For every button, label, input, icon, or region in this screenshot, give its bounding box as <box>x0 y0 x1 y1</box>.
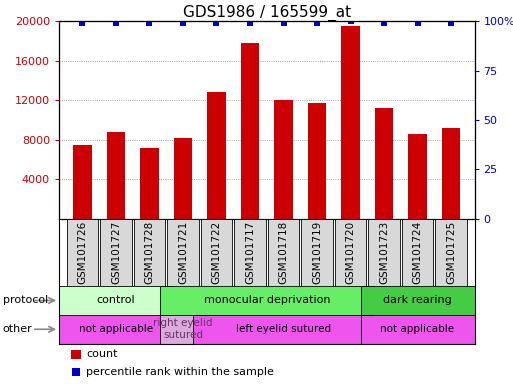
Text: GSM101723: GSM101723 <box>379 221 389 284</box>
Point <box>447 20 455 26</box>
Text: protocol: protocol <box>3 295 48 306</box>
Bar <box>133 219 165 286</box>
Bar <box>167 219 199 286</box>
Bar <box>201 219 232 286</box>
Text: GSM101726: GSM101726 <box>77 221 87 284</box>
Bar <box>59 286 173 315</box>
Point <box>179 20 187 26</box>
Bar <box>402 219 433 286</box>
Bar <box>268 219 300 286</box>
Bar <box>368 219 400 286</box>
Bar <box>408 134 427 219</box>
Text: GSM101720: GSM101720 <box>346 221 356 284</box>
Bar <box>375 108 393 219</box>
Bar <box>361 315 475 344</box>
Text: not applicable: not applicable <box>79 324 153 334</box>
Bar <box>334 219 366 286</box>
Text: GSM101717: GSM101717 <box>245 221 255 284</box>
Bar <box>341 26 360 219</box>
Bar <box>174 138 192 219</box>
Point <box>346 18 354 24</box>
Bar <box>207 92 226 219</box>
Text: left eyelid sutured: left eyelid sutured <box>236 324 331 334</box>
Point <box>145 20 153 26</box>
Text: GSM101725: GSM101725 <box>446 221 456 284</box>
Point <box>212 20 221 26</box>
Text: percentile rank within the sample: percentile rank within the sample <box>86 366 274 377</box>
Text: count: count <box>86 349 117 359</box>
Bar <box>193 315 374 344</box>
Bar <box>73 145 92 219</box>
Bar <box>241 43 259 219</box>
Bar <box>100 219 132 286</box>
Point <box>313 20 321 26</box>
Text: not applicable: not applicable <box>381 324 455 334</box>
Text: right eyelid
sutured: right eyelid sutured <box>153 318 213 340</box>
Bar <box>71 350 81 359</box>
Text: monocular deprivation: monocular deprivation <box>204 295 330 306</box>
Bar <box>435 219 467 286</box>
Text: GSM101718: GSM101718 <box>279 221 288 284</box>
Bar <box>301 219 333 286</box>
Point <box>71 369 80 375</box>
Text: dark rearing: dark rearing <box>383 295 452 306</box>
Point <box>413 20 422 26</box>
Bar <box>140 148 159 219</box>
Point <box>246 20 254 26</box>
Text: GSM101728: GSM101728 <box>145 221 154 284</box>
Bar <box>160 286 374 315</box>
Bar <box>361 286 475 315</box>
Bar <box>442 128 460 219</box>
Text: control: control <box>96 295 135 306</box>
Bar <box>160 315 206 344</box>
Point <box>280 20 288 26</box>
Text: GSM101721: GSM101721 <box>178 221 188 284</box>
Bar <box>59 315 173 344</box>
Text: other: other <box>3 324 32 334</box>
Bar <box>107 132 125 219</box>
Text: GSM101722: GSM101722 <box>211 221 222 284</box>
Text: GSM101719: GSM101719 <box>312 221 322 284</box>
Text: GSM101727: GSM101727 <box>111 221 121 284</box>
Bar <box>234 219 266 286</box>
Bar <box>274 100 293 219</box>
Text: GSM101724: GSM101724 <box>412 221 423 284</box>
Point <box>380 20 388 26</box>
Point <box>78 20 87 26</box>
Bar <box>67 219 98 286</box>
Title: GDS1986 / 165599_at: GDS1986 / 165599_at <box>183 5 351 21</box>
Bar <box>308 103 326 219</box>
Point <box>112 20 120 26</box>
